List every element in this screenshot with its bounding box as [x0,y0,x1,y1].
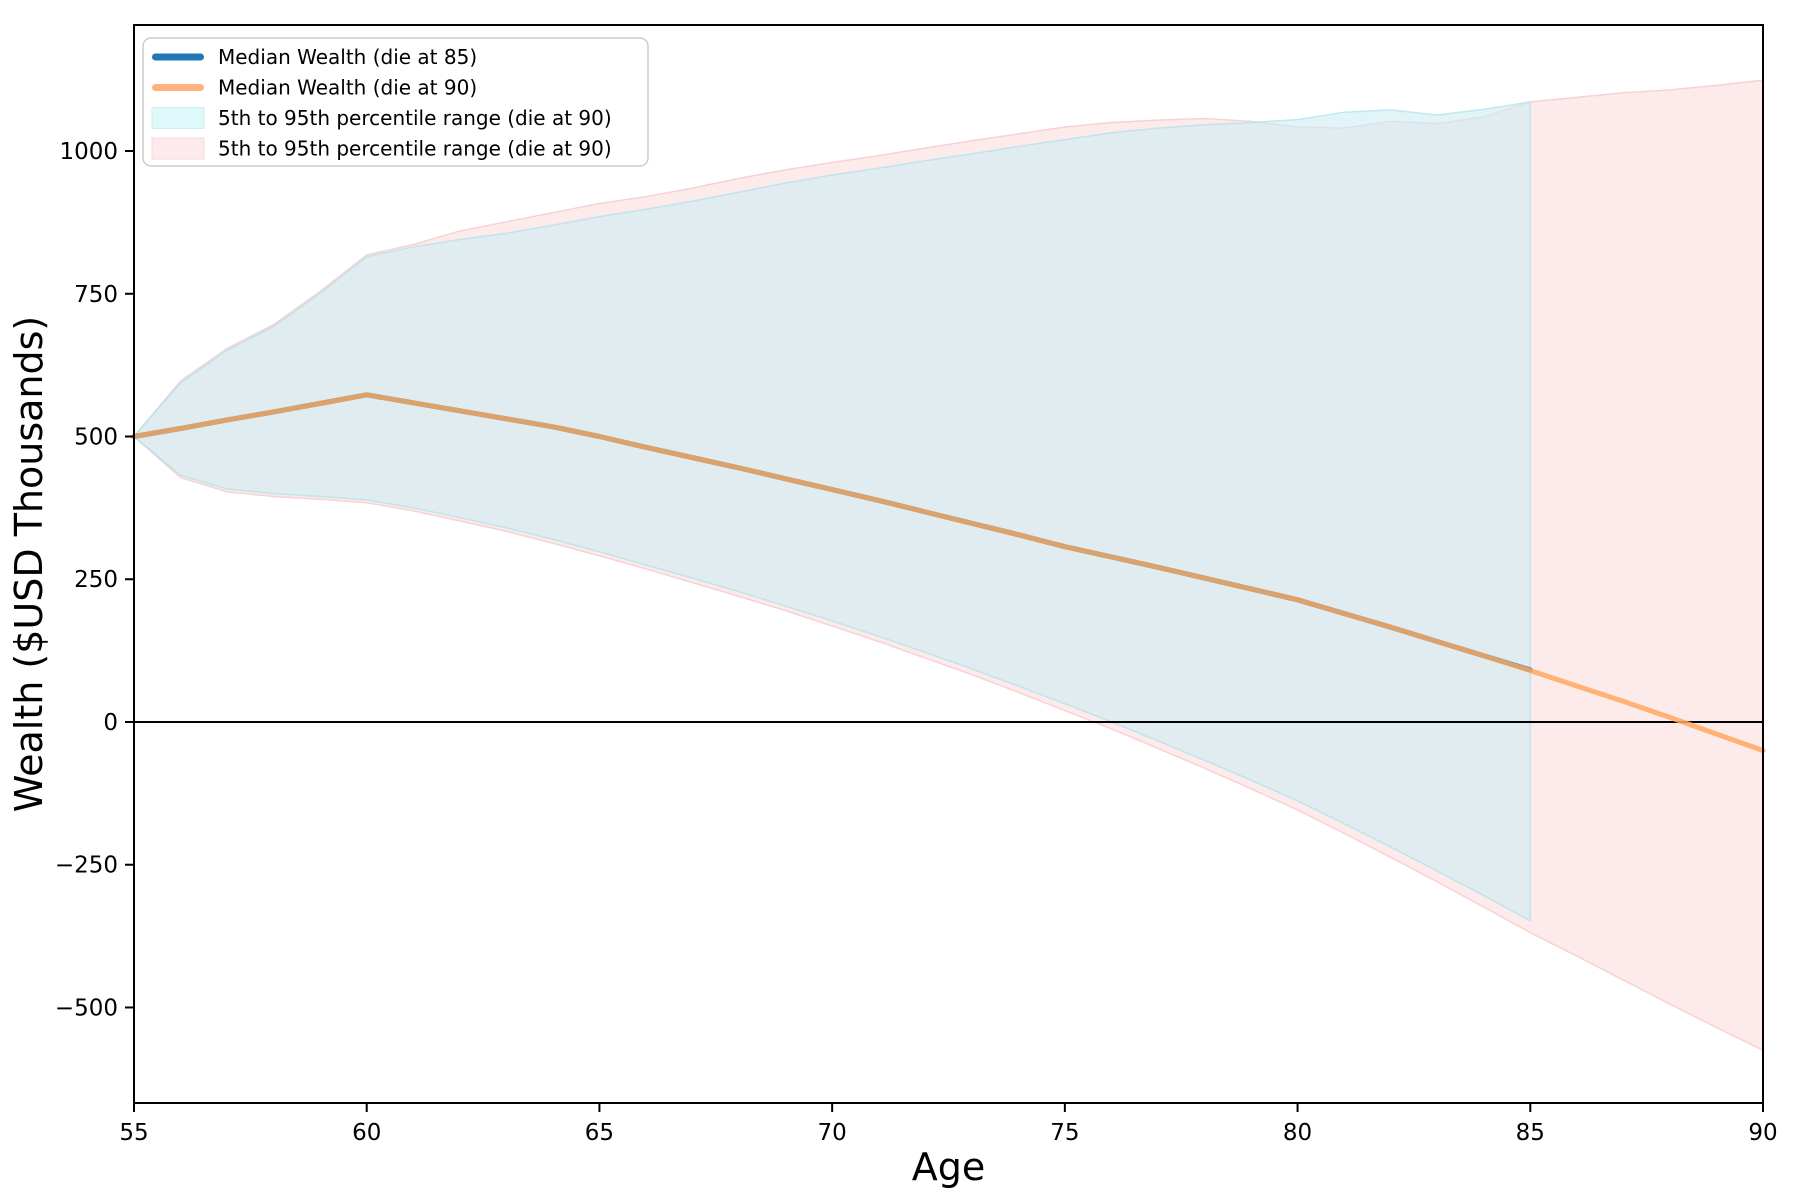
x-tick-label: 85 [1516,1120,1545,1146]
y-axis-label: Wealth ($USD Thousands) [7,316,51,812]
percentile-band-die-at-85 [132,101,1532,922]
y-tick-label: −250 [55,853,118,879]
y-tick-label: 750 [74,282,118,308]
legend-label: Median Wealth (die at 90) [218,76,477,100]
x-tick-label: 60 [352,1120,381,1146]
y-tick-label: 500 [74,425,118,451]
y-tick-label: 1000 [59,139,118,165]
legend-label: 5th to 95th percentile range (die at 90) [218,106,612,130]
legend-swatch-patch [151,137,205,160]
legend-label: 5th to 95th percentile range (die at 90) [218,137,612,161]
x-tick-label: 65 [585,1120,614,1146]
x-tick-label: 80 [1283,1120,1312,1146]
y-tick-label: −500 [55,995,118,1021]
x-tick-label: 70 [818,1120,847,1146]
x-tick-label: 55 [119,1120,148,1146]
y-tick-label: 250 [74,567,118,593]
x-tick-label: 90 [1748,1120,1777,1146]
plot-border [133,24,1764,1104]
legend-swatch-line [152,84,204,91]
legend: Median Wealth (die at 85) Median Wealth (… [142,37,649,167]
x-tick-label: 75 [1050,1120,1079,1146]
legend-swatch-line [152,53,204,61]
median-line-die-at-90 [131,392,1766,754]
y-tick-label: 0 [103,710,118,736]
legend-swatch-patch [151,107,205,129]
legend-label: Median Wealth (die at 85) [218,45,477,69]
x-axis-label: Age [912,1145,986,1189]
legend-box [142,37,649,167]
